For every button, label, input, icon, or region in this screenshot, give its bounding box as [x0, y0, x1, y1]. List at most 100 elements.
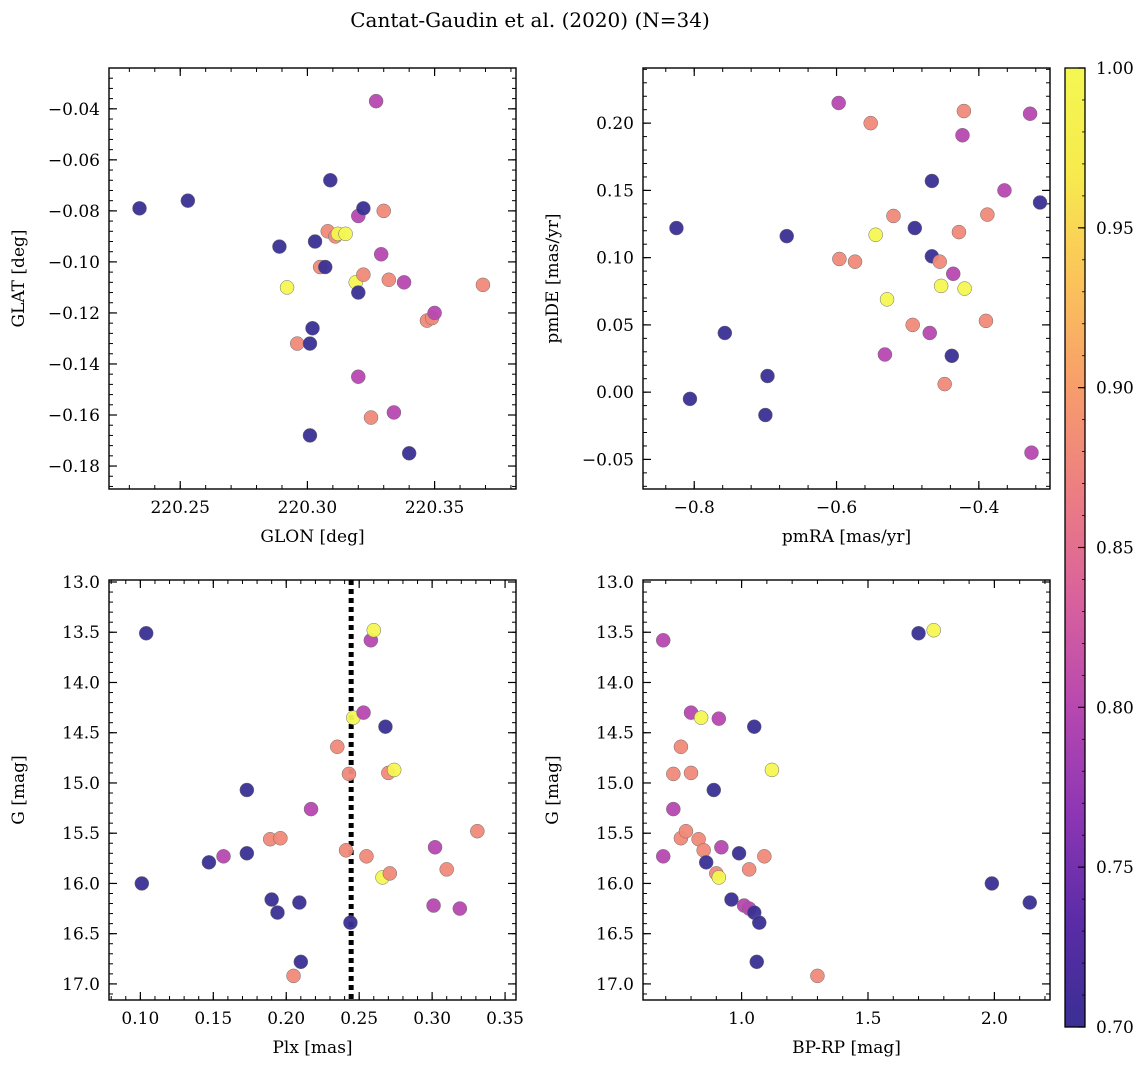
plot-frame — [108, 67, 517, 490]
y-tick-label: −0.10 — [48, 253, 100, 273]
plot-frame — [642, 67, 1051, 490]
data-point — [359, 849, 374, 864]
y-tick-label: −0.04 — [48, 100, 100, 120]
data-point — [810, 968, 825, 984]
data-point — [932, 254, 947, 269]
colorbar-tick-label: 0.75 — [1096, 858, 1134, 878]
data-point — [323, 173, 338, 188]
y-tick-label: −0.18 — [48, 457, 100, 477]
figure-title: Cantat-Gaudin et al. (2020) (N=34) — [350, 8, 710, 32]
data-point — [945, 266, 961, 282]
data-point — [907, 220, 923, 236]
data-point — [698, 855, 714, 870]
data-point — [957, 281, 972, 296]
panel-pmra-pmde: −0.8 −0.6 −0.4 0.20 0.15 0.10 0.05 0.00 −0.05 pmR… — [543, 67, 1051, 547]
x-tick-label: 1.5 — [854, 1009, 881, 1029]
data-point — [317, 259, 333, 275]
data-point — [717, 325, 733, 341]
x-tick-label: 0.10 — [121, 1009, 159, 1029]
data-point — [1024, 445, 1039, 460]
panel-bprp-g: 1.0 1.5 2.0 13.0 13.5 14.0 14.5 15.0 15.5 16.0 16.… — [543, 573, 1051, 1058]
data-point — [831, 95, 846, 111]
data-point — [1022, 895, 1038, 910]
data-point — [696, 843, 711, 858]
y-tick-label: 14.0 — [596, 673, 634, 693]
data-point — [832, 251, 847, 267]
data-point — [682, 391, 698, 407]
data-point — [270, 905, 285, 920]
data-point — [922, 325, 937, 341]
data-point — [216, 849, 231, 864]
y-tick-label: −0.12 — [48, 304, 100, 324]
data-point — [847, 254, 863, 269]
colorbar-tick-label: 0.95 — [1096, 219, 1134, 239]
x-tick-label: −0.4 — [958, 498, 999, 518]
data-point — [303, 801, 319, 817]
data-point — [366, 622, 382, 638]
x-tick-label: 1.0 — [728, 1009, 755, 1029]
y-tick-label: 0.10 — [596, 249, 634, 269]
data-point — [382, 866, 398, 881]
y-tick-label: 17.0 — [62, 975, 100, 995]
y-tick-label: −0.05 — [582, 450, 634, 470]
data-point — [724, 892, 739, 907]
colorbar-tick-label: 0.80 — [1096, 698, 1134, 718]
data-point — [376, 203, 391, 219]
data-point — [475, 277, 491, 293]
data-point — [378, 719, 393, 734]
data-point — [302, 428, 318, 443]
data-point — [273, 830, 288, 846]
colorbar-tick-label: 1.00 — [1096, 59, 1134, 79]
data-point — [868, 227, 883, 243]
data-point — [386, 405, 402, 420]
data-point — [201, 855, 217, 870]
data-point — [984, 876, 1000, 891]
data-point — [351, 285, 366, 300]
data-point — [132, 201, 147, 216]
x-axis-label: Plx [mas] — [272, 1038, 352, 1058]
data-point — [749, 954, 765, 970]
x-tick-label: 220.25 — [150, 498, 209, 518]
y-tick-label: −0.16 — [48, 406, 100, 426]
data-point — [180, 193, 196, 208]
data-point — [924, 173, 940, 189]
y-tick-label: 0.15 — [596, 181, 634, 201]
data-point — [356, 267, 371, 282]
data-point — [452, 901, 468, 916]
x-tick-label: 0.20 — [267, 1009, 305, 1029]
data-point — [264, 892, 279, 907]
data-point — [757, 849, 772, 864]
x-tick-label: −0.8 — [674, 498, 715, 518]
data-point — [760, 368, 775, 384]
data-point — [678, 823, 694, 839]
y-tick-label: 13.5 — [596, 623, 634, 643]
data-point — [396, 275, 412, 290]
data-point — [666, 801, 681, 817]
data-point — [944, 348, 960, 364]
data-point — [951, 224, 967, 240]
data-point — [279, 280, 295, 295]
data-point — [978, 313, 994, 329]
data-point — [356, 201, 371, 216]
data-point — [669, 220, 684, 236]
y-tick-label: 13.5 — [62, 623, 100, 643]
colorbar-tick-label: 0.90 — [1096, 379, 1134, 399]
y-tick-label: 13.0 — [62, 573, 100, 593]
data-point — [439, 862, 454, 877]
y-axis-label: G [mag] — [543, 755, 563, 824]
data-point — [470, 823, 485, 839]
data-point — [293, 954, 309, 970]
data-point — [272, 239, 287, 254]
x-tick-label: −0.6 — [816, 498, 857, 518]
y-tick-label: 0.20 — [596, 114, 634, 134]
data-point — [351, 369, 366, 384]
data-point — [427, 840, 443, 855]
data-point — [343, 915, 358, 930]
data-point — [683, 765, 699, 781]
y-tick-label: 14.5 — [62, 724, 100, 744]
data-point — [292, 895, 307, 910]
y-tick-label: 16.5 — [62, 925, 100, 945]
y-tick-label: 15.5 — [62, 824, 100, 844]
x-tick-label: 2.0 — [981, 1009, 1008, 1029]
